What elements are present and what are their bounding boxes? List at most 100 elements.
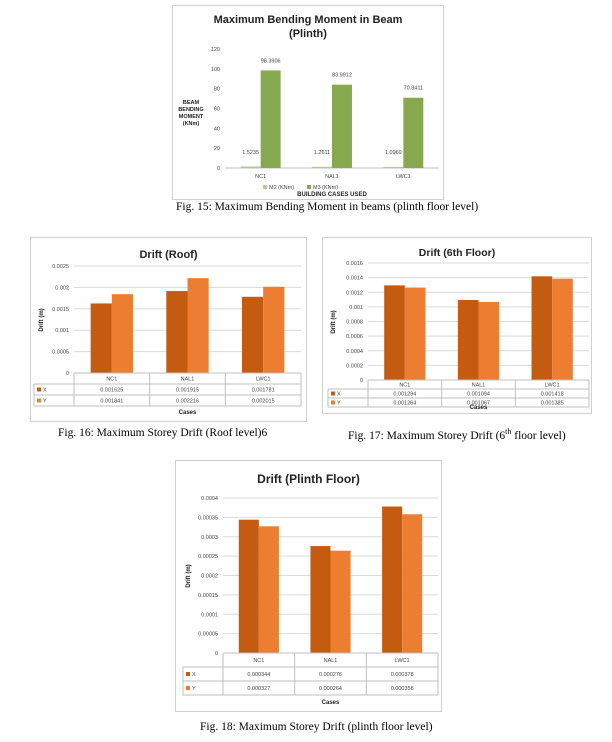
chart-title: Maximum Bending Moment in Beam: [214, 14, 403, 26]
legend-swatch: [37, 398, 41, 403]
y-tick-label: 0.002: [55, 285, 69, 291]
bar-m3: [332, 84, 352, 168]
table-value: 0.001094: [467, 392, 490, 398]
drift-plinth-floor-chart: Drift (Plinth Floor) Drift (m) 0 0.00005 0.0…: [175, 460, 442, 712]
y-tick-label: 0.0001: [201, 612, 218, 618]
legend-label: M2 (KNm): [269, 185, 294, 191]
data-label: 1.0969: [385, 150, 402, 156]
table-value: 0.001841: [100, 399, 123, 405]
bar-x: [382, 506, 403, 653]
table-value: 0.001625: [100, 388, 123, 394]
x-tick-label: LWC1: [396, 174, 411, 180]
y-axis-label: BENDING: [178, 107, 203, 113]
legend-swatch: [331, 391, 335, 396]
y-axis-label: MOMENT: [179, 114, 204, 120]
chart-title: Drift (Plinth Floor): [257, 472, 360, 486]
bar-x: [531, 276, 553, 380]
legend-label: Y: [43, 399, 47, 405]
x-tick-label: LWC1: [256, 377, 271, 383]
y-tick-label: 0.00025: [198, 554, 218, 560]
x-tick-label: NC1: [255, 174, 266, 180]
bar-y: [404, 287, 426, 380]
bar-y: [258, 526, 279, 653]
bar-y: [552, 278, 573, 380]
drift-roof-chart: Drift (Roof) Drift (m) 0 0.0005 0.001 0.0015 0…: [30, 237, 307, 422]
bending-moment-chart: Maximum Bending Moment in Beam (Plinth) BE…: [172, 5, 444, 200]
x-tick-label: NAL1: [325, 174, 339, 180]
bar-m2: [312, 166, 332, 168]
x-tick-label: NAL1: [472, 383, 486, 389]
table-value: 0.000327: [247, 686, 270, 692]
y-tick-label: 0.0003: [201, 535, 218, 541]
bar-y: [111, 294, 134, 373]
y-tick-label: 0.0004: [201, 496, 218, 502]
table-value: 0.001067: [467, 401, 490, 407]
data-label: 1.2611: [314, 150, 330, 156]
legend-label: M3 (KNm): [313, 185, 338, 191]
caption-superscript: th: [505, 427, 512, 436]
chart-svg: Drift (6th Floor) Drift (m) 0 0.0002 0.0004 0…: [327, 247, 590, 411]
bar-m2: [240, 166, 261, 168]
y-tick-label: 100: [211, 67, 220, 73]
y-tick-label: 0.00035: [198, 515, 218, 521]
data-label: 70.8411: [404, 86, 423, 92]
legend-swatch: [307, 185, 311, 189]
bar-x: [384, 285, 405, 380]
y-tick-label: 0.0004: [346, 349, 363, 355]
figure-15-caption: Fig. 15: Maximum Bending Moment in beams…: [176, 201, 479, 213]
y-tick-label: 0.0014: [346, 276, 363, 282]
y-tick-label: 120: [211, 47, 220, 53]
x-axis-title: Cases: [179, 410, 197, 416]
x-axis-title: Cases: [470, 405, 488, 411]
y-tick-label: 0: [360, 378, 363, 384]
y-tick-label: 40: [214, 126, 220, 132]
y-tick-label: 0.0005: [52, 350, 69, 356]
y-axis-label: Drift (m): [186, 564, 192, 587]
data-label: 98.3906: [261, 58, 281, 64]
caption-text: floor level): [511, 429, 566, 442]
bar-x: [310, 546, 331, 653]
chart-title: (Plinth): [289, 28, 327, 40]
legend-label: X: [43, 388, 47, 394]
bar-x: [238, 519, 259, 653]
data-label: 83.9912: [332, 73, 352, 79]
data-label: 1.5235: [242, 150, 259, 156]
x-tick-label: LWC1: [545, 383, 560, 389]
y-tick-label: 0.0008: [346, 320, 363, 326]
table-value: 0.001781: [252, 388, 275, 394]
table-value: 0.001385: [541, 401, 564, 407]
y-tick-label: 0.0002: [346, 363, 363, 369]
legend-swatch: [263, 185, 267, 189]
table-value: 0.000276: [319, 672, 342, 678]
y-tick-label: 0: [66, 371, 69, 377]
y-tick-label: 20: [214, 146, 220, 152]
chart-title: Drift (Roof): [139, 249, 197, 261]
bar-x: [241, 296, 264, 373]
table-value: 0.000358: [391, 686, 414, 692]
table-value: 0.002015: [252, 399, 275, 405]
y-tick-label: 0.00015: [198, 593, 218, 599]
y-tick-label: 0: [217, 166, 220, 172]
bar-x: [90, 303, 112, 373]
legend-label: X: [192, 672, 196, 678]
figure-18-caption: Fig. 18: Maximum Storey Drift (plinth fl…: [200, 721, 433, 733]
table-value: 0.000378: [391, 672, 414, 678]
y-tick-label: 60: [214, 107, 220, 113]
bar-x: [166, 291, 188, 373]
y-tick-label: 0.00005: [198, 632, 218, 638]
y-axis-label: Drift (m): [331, 310, 337, 333]
bar-m3: [403, 97, 424, 168]
legend-swatch: [186, 672, 190, 676]
legend-label: Y: [337, 401, 341, 407]
bar-y: [402, 514, 423, 653]
x-axis-title: Cases: [322, 700, 340, 706]
bar-y: [330, 550, 351, 653]
chart-title: Drift (6th Floor): [419, 247, 495, 259]
chart-svg: Drift (Roof) Drift (m) 0 0.0005 0.001 0.0015 0…: [33, 249, 302, 416]
table-value: 0.002216: [176, 399, 199, 405]
bar-m3: [260, 70, 281, 168]
y-tick-label: 0.001: [55, 328, 69, 334]
drift-6th-floor-chart: Drift (6th Floor) Drift (m) 0 0.0002 0.0004 0…: [322, 237, 592, 414]
figure-17-caption: Fig. 17: Maximum Storey Drift (6th floor…: [348, 427, 566, 442]
